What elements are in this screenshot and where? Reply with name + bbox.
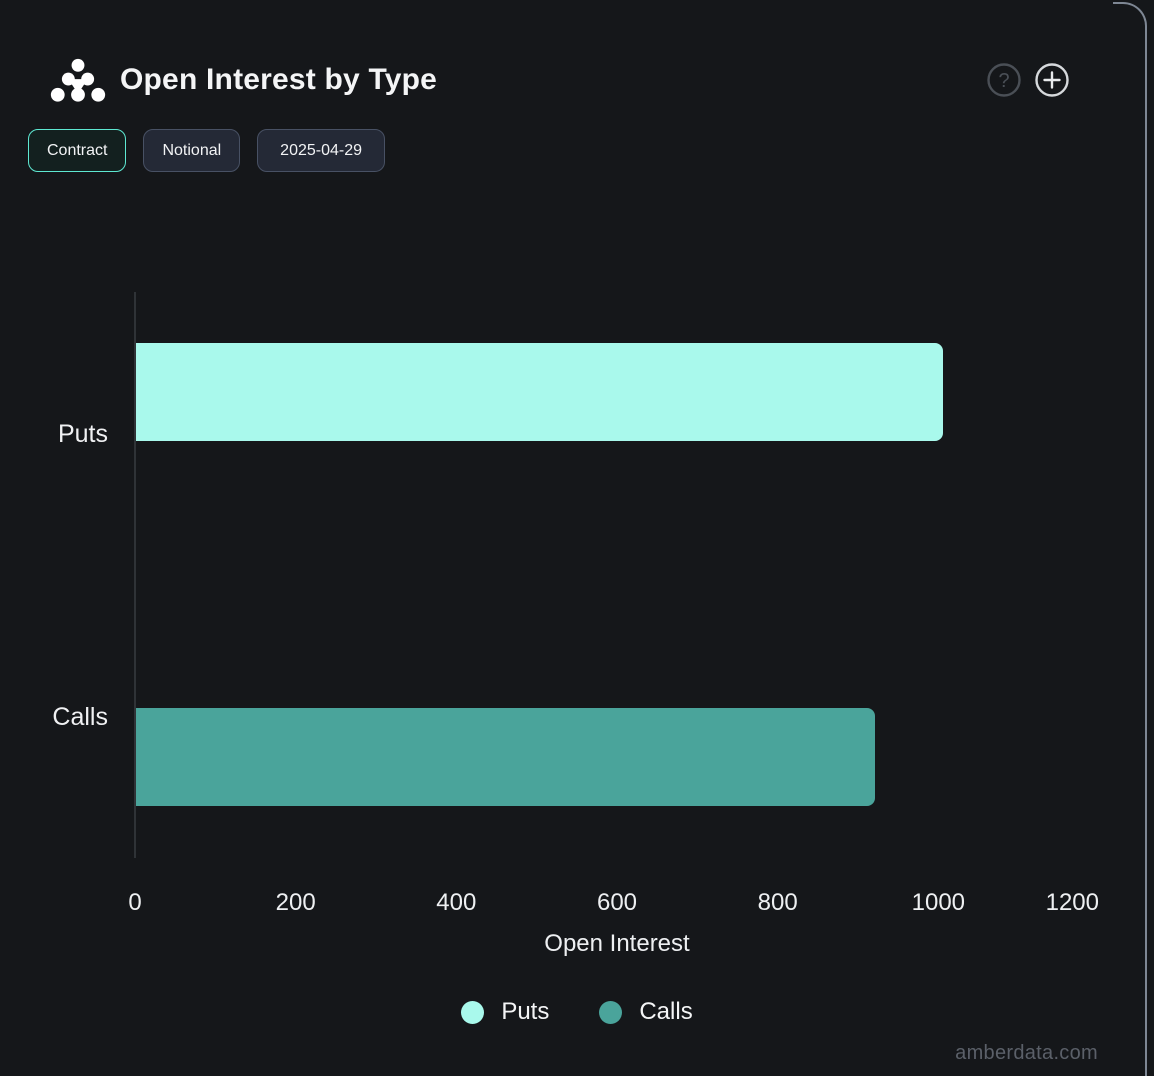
add-button[interactable]: [1034, 62, 1070, 98]
calls-legend-dot-icon: [599, 1000, 623, 1024]
legend: Puts Calls: [0, 998, 1154, 1026]
svg-text:?: ?: [998, 70, 1009, 92]
amberdata-logo: [50, 58, 106, 102]
toolbar: Contract Notional 2025-04-29: [28, 129, 386, 172]
x-tick-label: 400: [436, 889, 477, 916]
chart-title: Open Interest by Type: [120, 63, 438, 96]
x-tick-label: 200: [275, 889, 316, 916]
help-button[interactable]: ?: [986, 62, 1022, 98]
plus-icon: [1035, 63, 1069, 97]
legend-label: Calls: [639, 998, 693, 1025]
x-tick-label: 1000: [911, 889, 966, 916]
watermark: amberdata.com: [955, 1042, 1098, 1064]
x-tick-label: 0: [128, 889, 142, 916]
category-label-puts: Puts: [57, 419, 108, 448]
x-tick-label: 1200: [1045, 889, 1099, 916]
date-button[interactable]: 2025-04-29: [257, 129, 386, 172]
question-icon: ?: [987, 63, 1021, 97]
bar-calls[interactable]: [136, 708, 876, 806]
category-label-calls: Calls: [52, 702, 108, 731]
bar-puts[interactable]: [136, 343, 944, 441]
legend-label: Puts: [501, 998, 550, 1025]
legend-item-calls[interactable]: Calls: [599, 998, 693, 1026]
toggle-contract-button[interactable]: Contract: [28, 129, 127, 172]
x-tick-label: 800: [757, 889, 798, 916]
puts-legend-dot-icon: [461, 1000, 485, 1024]
header: Open Interest by Type ?: [50, 56, 1114, 104]
legend-item-puts[interactable]: Puts: [461, 998, 549, 1026]
x-tick-label: 600: [596, 889, 638, 916]
panel-border: [1113, 2, 1147, 1076]
header-icons: ?: [986, 62, 1114, 98]
toggle-notional-button[interactable]: Notional: [143, 129, 241, 172]
x-axis-title: Open Interest: [544, 930, 690, 957]
